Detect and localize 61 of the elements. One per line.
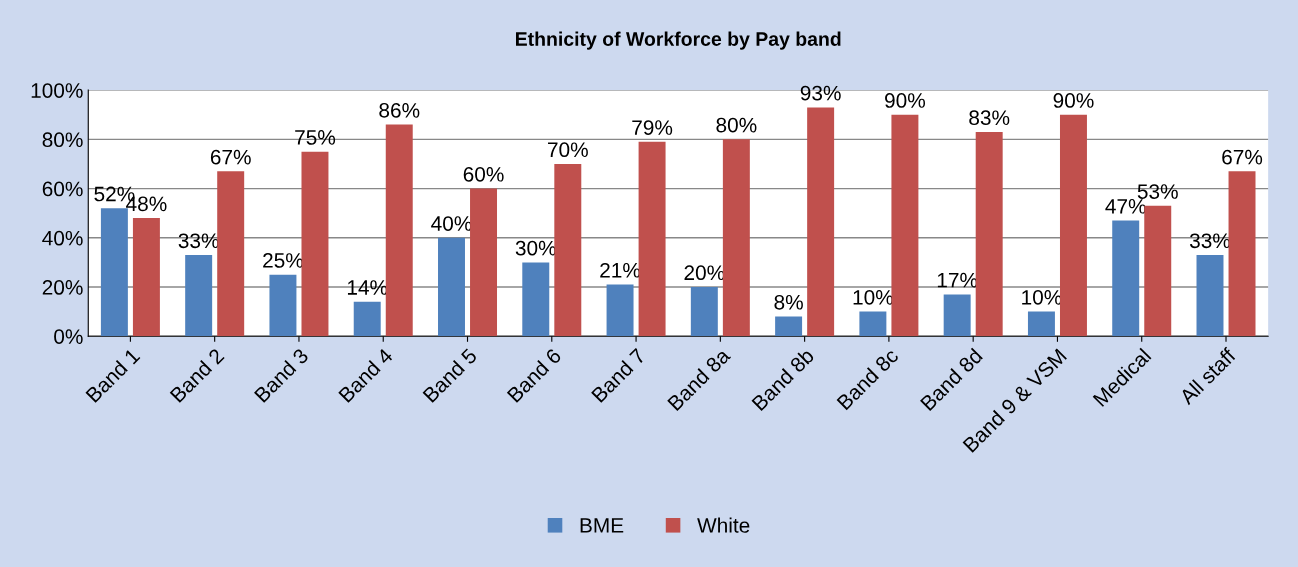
data-label: 83% <box>969 110 1010 126</box>
bar <box>185 255 213 337</box>
bar <box>807 107 835 337</box>
data-label: 53% <box>1137 184 1178 199</box>
bar <box>1112 220 1140 337</box>
data-label: 90% <box>885 93 926 108</box>
bar <box>1196 255 1224 337</box>
data-label: 60% <box>463 166 504 182</box>
data-label: 10% <box>1022 289 1062 305</box>
data-label: 80% <box>716 117 757 133</box>
data-label: 17% <box>937 272 978 288</box>
bar <box>1059 114 1087 337</box>
bar <box>100 208 128 337</box>
bar <box>353 301 381 337</box>
y-tick-label: 60% <box>42 181 83 197</box>
bar <box>690 287 718 337</box>
bar <box>438 237 465 337</box>
chart-title: Ethnicity of Workforce by Pay band <box>516 31 841 50</box>
y-tick-label: 20% <box>42 280 83 295</box>
bar <box>975 131 1003 337</box>
bar <box>217 171 245 337</box>
data-label: 70% <box>548 142 588 158</box>
data-label: 75% <box>295 130 336 145</box>
bar <box>1027 311 1055 337</box>
data-label: 67% <box>210 149 251 165</box>
y-tick-label: 80% <box>42 132 83 148</box>
y-tick-label: 100% <box>31 83 83 98</box>
bar <box>859 311 887 337</box>
data-label: 93% <box>800 85 841 101</box>
bar <box>775 316 803 337</box>
data-label: 67% <box>1222 149 1263 165</box>
data-label: 90% <box>1053 93 1094 108</box>
data-label: 20% <box>684 265 725 281</box>
bar <box>301 151 329 337</box>
legend-label: White <box>697 517 750 533</box>
bar <box>470 188 498 337</box>
bar <box>606 284 634 337</box>
data-label: 10% <box>853 289 893 305</box>
bar <box>891 114 919 337</box>
legend-label: BME <box>580 518 624 533</box>
data-label: 8% <box>774 294 803 310</box>
bar <box>1228 171 1256 337</box>
data-label: 86% <box>379 102 420 118</box>
bar <box>132 218 160 337</box>
data-label: 33% <box>1189 233 1231 249</box>
bar <box>269 274 297 337</box>
data-label: 30% <box>515 240 556 256</box>
data-label: 25% <box>263 253 304 268</box>
bar <box>638 141 666 337</box>
y-tick-label: 0% <box>54 329 83 344</box>
bar <box>554 163 582 337</box>
data-label: 47% <box>1105 199 1146 214</box>
bar <box>385 124 413 337</box>
bar <box>522 262 550 337</box>
data-label: 21% <box>600 262 641 278</box>
y-tick-label: 40% <box>42 230 83 246</box>
bar <box>943 294 971 337</box>
bar <box>722 139 750 337</box>
bar <box>1144 205 1172 337</box>
data-label: 79% <box>632 120 673 135</box>
data-label: 14% <box>347 280 388 295</box>
